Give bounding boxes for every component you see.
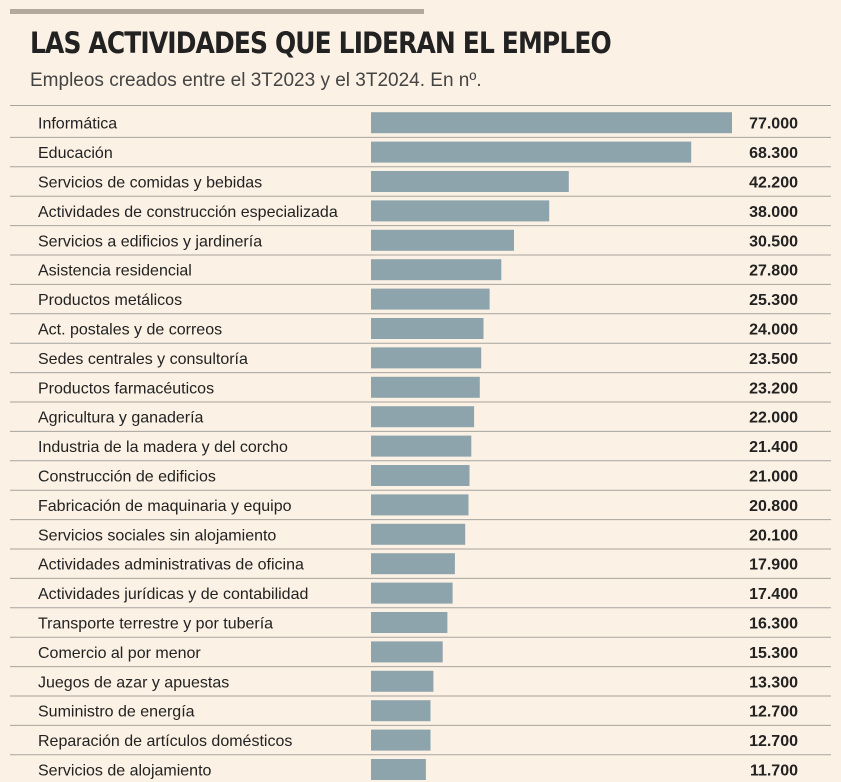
- category-label: Educación: [38, 145, 113, 162]
- value-label: 11.700: [750, 763, 798, 780]
- value-label: 17.400: [749, 586, 798, 603]
- bar: [371, 553, 455, 575]
- value-label: 12.700: [749, 704, 798, 721]
- value-label: 17.900: [749, 557, 798, 574]
- category-label: Suministro de energía: [38, 704, 195, 721]
- category-label: Actividades administrativas de oficina: [38, 557, 304, 574]
- value-label: 15.300: [749, 645, 798, 662]
- bar: [371, 523, 466, 545]
- bar: [371, 670, 434, 692]
- bar: [371, 318, 484, 339]
- bar: [371, 582, 453, 604]
- bar: [371, 171, 569, 192]
- category-label: Construcción de edificios: [38, 469, 216, 486]
- category-label: Productos metálicos: [38, 292, 182, 309]
- bar: [371, 288, 490, 310]
- bar: [371, 229, 514, 251]
- category-label: Productos farmacéuticos: [38, 380, 214, 397]
- value-label: 42.200: [749, 175, 798, 192]
- bar: [371, 612, 448, 633]
- value-label: 20.800: [749, 498, 798, 515]
- value-label: 68.300: [749, 145, 798, 162]
- category-label: Industria de la madera y del corcho: [38, 439, 288, 456]
- value-label: 77.000: [749, 116, 798, 133]
- chart-title: LAS ACTIVIDADES QUE LIDERAN EL EMPLEO: [30, 26, 612, 60]
- category-label: Reparación de artículos domésticos: [38, 733, 292, 750]
- bar: [371, 141, 692, 163]
- value-label: 38.000: [749, 204, 798, 221]
- bar: [371, 700, 431, 722]
- bar: [371, 347, 482, 369]
- bar: [371, 406, 475, 428]
- bar: [371, 112, 732, 134]
- bar: [371, 200, 550, 222]
- bar: [371, 465, 470, 486]
- bar: [371, 259, 502, 281]
- top-accent-rule: [10, 9, 424, 14]
- bar: [371, 759, 426, 780]
- value-label: 23.500: [749, 351, 798, 368]
- bar: [371, 641, 443, 663]
- category-label: Act. postales y de correos: [38, 322, 222, 339]
- value-label: 23.200: [749, 380, 798, 397]
- value-label: 25.300: [749, 292, 798, 309]
- bar: [371, 435, 472, 457]
- chart-subtitle: Empleos creados entre el 3T2023 y el 3T2…: [30, 70, 482, 91]
- category-label: Servicios de comidas y bebidas: [38, 175, 262, 192]
- value-label: 13.300: [749, 674, 798, 691]
- value-label: 16.300: [749, 616, 798, 633]
- category-label: Transporte terrestre y por tubería: [38, 616, 273, 633]
- category-label: Agricultura y ganadería: [38, 410, 204, 427]
- category-label: Asistencia residencial: [38, 263, 192, 280]
- category-label: Servicios a edificios y jardinería: [38, 233, 262, 250]
- category-label: Fabricación de maquinaria y equipo: [38, 498, 292, 515]
- category-label: Servicios de alojamiento: [38, 763, 212, 780]
- value-label: 27.800: [749, 263, 798, 280]
- bar: [371, 729, 431, 751]
- category-label: Actividades jurídicas y de contabilidad: [38, 586, 308, 603]
- category-label: Juegos de azar y apuestas: [38, 674, 229, 691]
- value-label: 30.500: [749, 233, 798, 250]
- header-divider: [10, 105, 831, 106]
- value-label: 22.000: [749, 410, 798, 427]
- category-label: Comercio al por menor: [38, 645, 201, 662]
- bar: [371, 494, 469, 516]
- value-label: 12.700: [749, 733, 798, 750]
- value-label: 21.400: [749, 439, 798, 456]
- value-label: 21.000: [749, 469, 798, 486]
- category-label: Sedes centrales y consultoría: [38, 351, 248, 368]
- value-label: 20.100: [749, 527, 798, 544]
- value-label: 24.000: [749, 322, 798, 339]
- category-label: Servicios sociales sin alojamiento: [38, 527, 276, 544]
- bar: [371, 376, 480, 398]
- category-label: Actividades de construcción especializad…: [38, 204, 338, 221]
- category-label: Informática: [38, 116, 117, 133]
